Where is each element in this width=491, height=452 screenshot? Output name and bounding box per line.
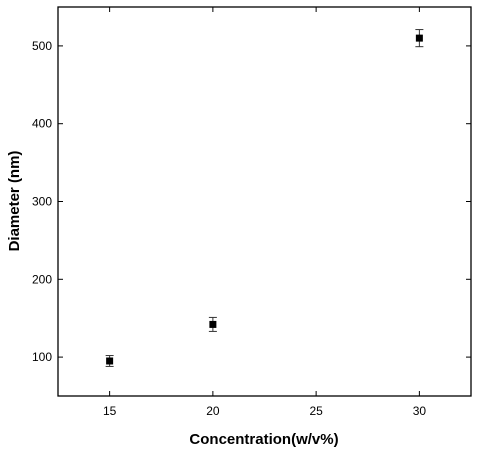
- x-tick-label: 30: [413, 404, 427, 418]
- y-tick-label: 500: [32, 39, 52, 53]
- y-tick-label: 100: [32, 350, 52, 364]
- data-points: [105, 29, 424, 367]
- x-tick-label: 15: [103, 404, 117, 418]
- plot-area: [57, 6, 472, 397]
- y-axis-title: Diameter (nm): [6, 151, 23, 252]
- y-tick-label: 400: [32, 117, 52, 131]
- y-tick-label: 200: [32, 272, 52, 286]
- data-point: [106, 357, 114, 365]
- data-point: [415, 34, 423, 42]
- x-tick-label: 25: [309, 404, 323, 418]
- axis-ticks: 15 20 25 30 100 200 300 400 500: [32, 7, 471, 418]
- data-point: [209, 320, 217, 328]
- x-tick-label: 20: [206, 404, 220, 418]
- y-tick-label: 300: [32, 195, 52, 209]
- x-axis-title: Concentration(w/v%): [189, 431, 338, 448]
